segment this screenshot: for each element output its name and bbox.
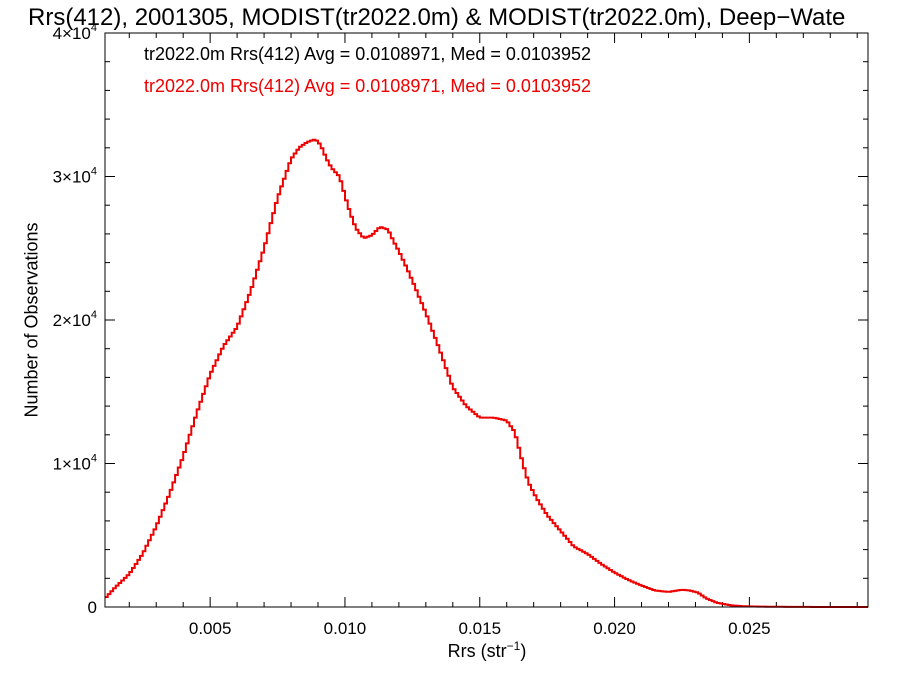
x-tick-label: 0.015	[458, 619, 501, 638]
rrs-histogram-line	[105, 138, 868, 608]
x-axis-label-base: Rrs (str	[447, 641, 507, 661]
x-tick-label: 0.005	[189, 619, 232, 638]
x-axis-label-exponent: −1	[506, 639, 521, 653]
x-tick-label: 0.020	[593, 619, 636, 638]
y-tick-label: 2×104	[53, 309, 97, 330]
plot-frame	[104, 32, 869, 608]
tick-labels: 0.005 0.010 0.015 0.020 0.025 0 1×104 2×104 3×10…	[53, 22, 771, 638]
y-tick-label: 4×104	[53, 22, 97, 43]
annotation-red: tr2022.0m Rrs(412) Avg = 0.0108971, Med …	[144, 76, 591, 96]
x-axis-label-end: )	[520, 641, 527, 661]
y-tick-label: 3×104	[53, 166, 97, 187]
x-axis-label: Rrs (str−1)	[448, 639, 527, 662]
chart-title: Rrs(412), 2001305, MODIST(tr2022.0m) & M…	[28, 4, 846, 31]
y-tick-label: 1×104	[53, 453, 97, 474]
y-axis-label: Number of Observations	[21, 222, 42, 418]
annotation-black: tr2022.0m Rrs(412) Avg = 0.0108971, Med …	[144, 44, 591, 64]
tick-marks	[105, 32, 868, 608]
x-tick-label: 0.025	[728, 619, 771, 638]
x-tick-label: 0.010	[324, 619, 367, 638]
y-tick-label: 0	[88, 598, 97, 617]
